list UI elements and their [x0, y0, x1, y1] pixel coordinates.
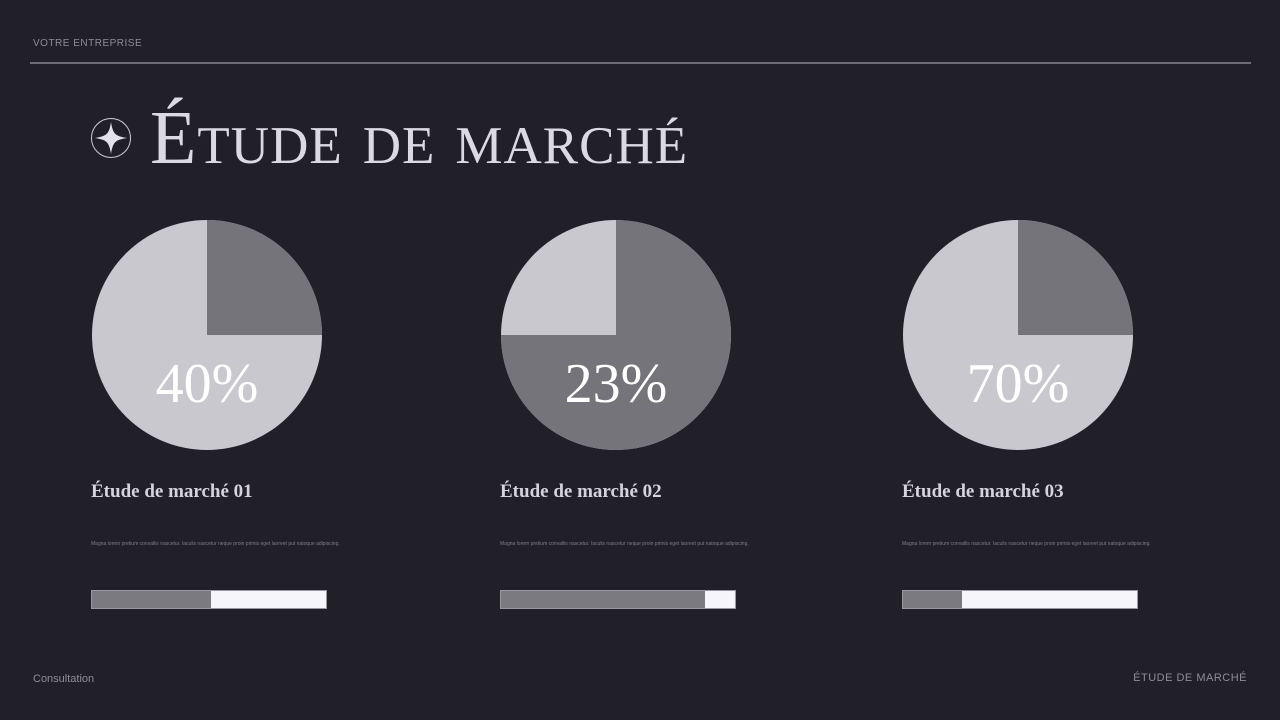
card-heading: Étude de marché 03 — [902, 481, 1064, 502]
market-study-card-3: 70% Étude de marché 03 Magna lorem preti… — [902, 219, 1202, 609]
footer-left-text: Consultation — [33, 673, 95, 685]
market-study-card-2: 23% Étude de marché 02 Magna lorem preti… — [500, 219, 800, 609]
pie-value-label: 23% — [564, 353, 668, 415]
pie-chart: 23% — [500, 219, 732, 451]
four-point-star-icon — [91, 118, 131, 158]
header-divider — [30, 62, 1251, 64]
pie-slice-dark — [1018, 220, 1133, 335]
page-title: Étude de marché — [150, 96, 689, 180]
pie-chart: 40% — [91, 219, 323, 451]
pie-chart: 70% — [902, 219, 1134, 451]
card-body: Magna lorem pretium convallis nascetur. … — [902, 541, 1151, 547]
footer-right-text: ÉTUDE DE MARCHÉ — [1133, 672, 1247, 684]
market-study-card-1: 40% Étude de marché 01 Magna lorem preti… — [91, 219, 391, 609]
card-heading: Étude de marché 01 — [91, 481, 253, 502]
pie-slice-dark — [207, 220, 322, 335]
title-block: Étude de marché — [90, 100, 688, 176]
card-heading: Étude de marché 02 — [500, 481, 662, 502]
card-body: Magna lorem pretium convallis nascetur. … — [500, 541, 749, 547]
progress-fill — [501, 591, 705, 608]
progress-fill — [903, 591, 962, 608]
pie-value-label: 70% — [966, 353, 1070, 415]
pie-value-label: 40% — [155, 353, 259, 415]
progress-bar — [91, 590, 327, 609]
card-body: Magna lorem pretium convallis nascetur. … — [91, 541, 340, 547]
progress-fill — [92, 591, 212, 608]
pie-slice-dark — [501, 220, 731, 450]
company-name: VOTRE ENTREPRISE — [33, 38, 143, 49]
progress-bar — [902, 590, 1138, 609]
progress-bar — [500, 590, 736, 609]
